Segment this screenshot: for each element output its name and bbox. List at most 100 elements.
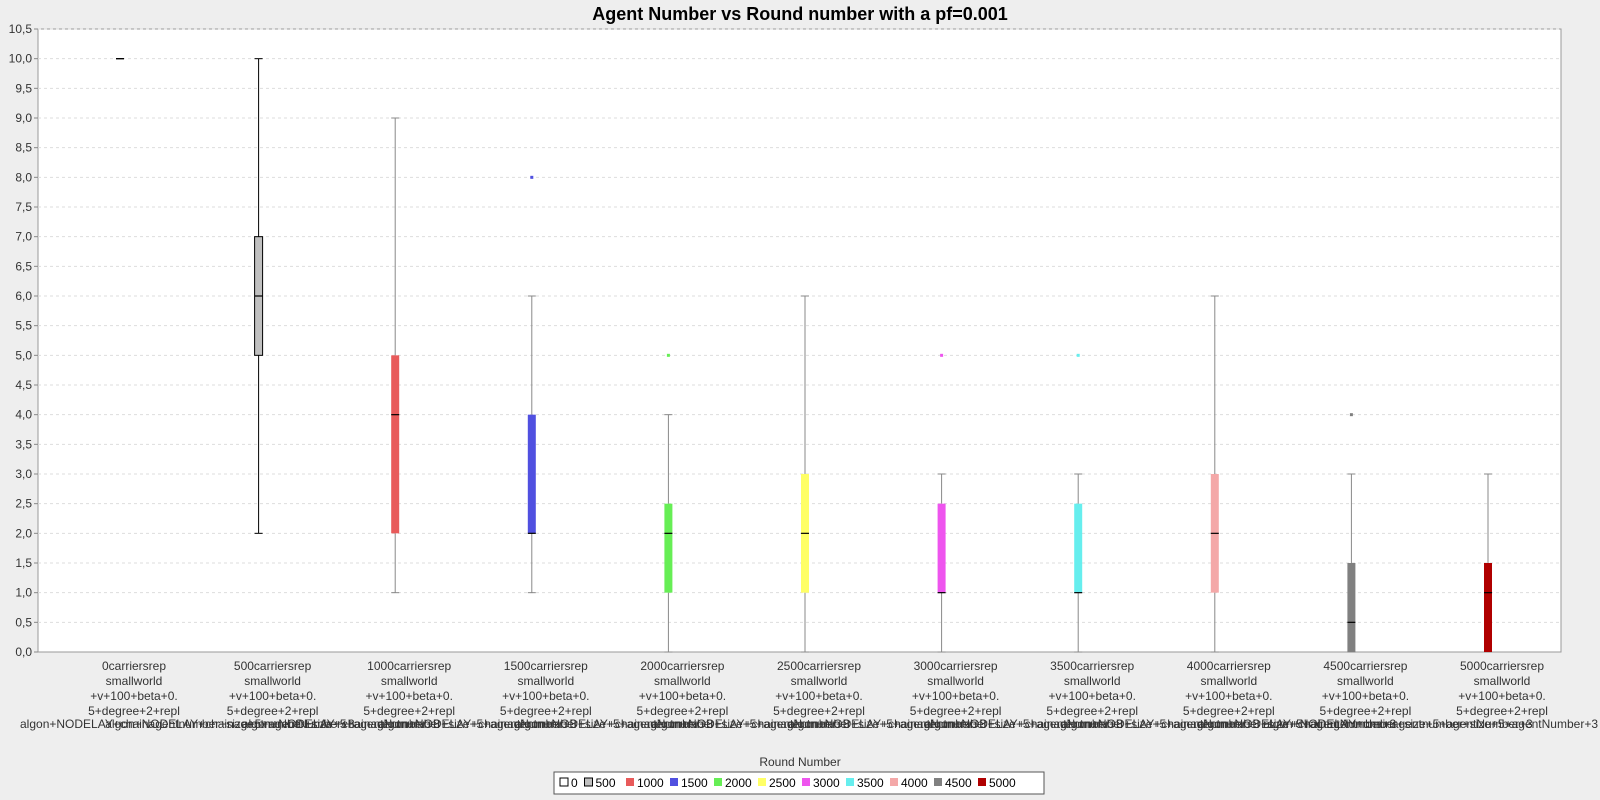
category-line-long: algon+NODELAY+chainagentnumber+size+5+ag… xyxy=(378,717,713,731)
category-label: 3000carriersrep smallworld +v+100+beta+0. 5… xyxy=(910,659,1002,718)
legend-item-3000: 3000 xyxy=(802,776,840,790)
legend-item-2000: 2000 xyxy=(714,776,752,790)
legend-swatch xyxy=(714,778,722,786)
box-3500 xyxy=(1074,353,1083,653)
legend-label: 1500 xyxy=(681,776,708,790)
box-iqr xyxy=(1347,563,1356,652)
y-tick-label: 3,5 xyxy=(15,437,32,451)
y-tick-label: 5,5 xyxy=(15,319,32,333)
legend-label: 1000 xyxy=(637,776,664,790)
box-iqr xyxy=(937,503,946,593)
category-line: 5+degree+2+repl xyxy=(910,704,1002,718)
y-tick-label: 3,0 xyxy=(15,467,32,481)
category-line-long: algon+NODELAY+chainagentnumber+size+5+ag… xyxy=(652,717,987,731)
y-tick-label: 4,0 xyxy=(15,408,32,422)
y-tick-label: 10,5 xyxy=(9,22,33,36)
category-label: 3500carriersrep smallworld +v+100+beta+0. 5… xyxy=(1046,659,1138,718)
category-line: +v+100+beta+0. xyxy=(1458,689,1545,703)
category-label: 0carriersrep smallworld +v+100+beta+0. 5+de… xyxy=(88,659,180,718)
y-tick-label: 6,0 xyxy=(15,289,32,303)
outlier-point xyxy=(530,175,534,179)
box-5000 xyxy=(1484,473,1492,653)
y-tick-label: 0,0 xyxy=(15,645,32,659)
chart-title: Agent Number vs Round number with a pf=0… xyxy=(592,4,1008,24)
category-line: 4000carriersrep xyxy=(1187,659,1271,673)
category-line-long: algon+NODELAY+chainagentnumber+size+5+ag… xyxy=(925,717,1260,731)
y-tick-label: 2,5 xyxy=(15,497,32,511)
category-line: +v+100+beta+0. xyxy=(229,689,316,703)
legend-swatch xyxy=(626,778,634,786)
box-iqr xyxy=(527,414,536,534)
category-line: +v+100+beta+0. xyxy=(775,689,862,703)
legend-label: 0 xyxy=(571,776,578,790)
y-tick-label: 1,0 xyxy=(15,586,32,600)
category-line-long: algon+NODELAY+chainagentnumber+size+5+ag… xyxy=(1061,717,1396,731)
category-line: smallworld xyxy=(791,674,848,688)
y-tick-label: 7,0 xyxy=(15,230,32,244)
legend-item-4000: 4000 xyxy=(890,776,928,790)
category-line: 2500carriersrep xyxy=(777,659,861,673)
category-line: smallworld xyxy=(1200,674,1257,688)
y-tick-label: 10,0 xyxy=(9,52,33,66)
category-line: 5+degree+2+repl xyxy=(637,704,729,718)
legend-swatch xyxy=(559,777,569,787)
category-line: +v+100+beta+0. xyxy=(912,689,999,703)
legend-swatch xyxy=(670,778,678,786)
box-2000 xyxy=(664,353,673,653)
legend-swatch xyxy=(890,778,898,786)
y-tick-label: 6,5 xyxy=(15,259,32,273)
category-line: smallworld xyxy=(654,674,711,688)
y-tick-label: 1,5 xyxy=(15,556,32,570)
category-line: 4500carriersrep xyxy=(1323,659,1407,673)
category-label: 2500carriersrep smallworld +v+100+beta+0. 5… xyxy=(773,659,865,718)
legend-item-2500: 2500 xyxy=(758,776,796,790)
legend: 0 500 1000 1500 2000 2500 3000 3500 4000 4500 5000 xyxy=(553,771,1045,795)
category-line: 5+degree+2+repl xyxy=(363,704,455,718)
y-tick-label: 5,0 xyxy=(15,348,32,362)
legend-label: 3000 xyxy=(813,776,840,790)
legend-label: 500 xyxy=(596,776,616,790)
y-tick-label: 2,0 xyxy=(15,526,32,540)
category-line-long: algon+NODELAY+chainagentnumber+size+5+ag… xyxy=(515,717,850,731)
category-line: +v+100+beta+0. xyxy=(1185,689,1272,703)
category-line: +v+100+beta+0. xyxy=(1048,689,1135,703)
x-axis-label: Round Number xyxy=(759,755,840,769)
category-line: 3000carriersrep xyxy=(914,659,998,673)
category-line: smallworld xyxy=(1474,674,1531,688)
category-line: +v+100+beta+0. xyxy=(639,689,726,703)
legend-label: 2000 xyxy=(725,776,752,790)
category-line-long: algon+NODELAY+chainagentnumber+size+5+ag… xyxy=(788,717,1123,731)
category-line: smallworld xyxy=(1064,674,1121,688)
category-label: 2000carriersrep smallworld +v+100+beta+0. 5… xyxy=(637,659,729,718)
legend-item-3500: 3500 xyxy=(846,776,884,790)
category-label: 500carriersrep smallworld +v+100+beta+0. 5+… xyxy=(227,659,319,718)
category-line: 5000carriersrep xyxy=(1460,659,1544,673)
category-line: smallworld xyxy=(244,674,301,688)
legend-box xyxy=(553,771,1045,795)
y-tick-label: 9,5 xyxy=(15,81,32,95)
category-line: 5+degree+2+repl xyxy=(1320,704,1412,718)
y-tick-label: 4,5 xyxy=(15,378,32,392)
category-line-long: algon+NODELAY+chainagentnumber+size+5+ag… xyxy=(105,717,440,731)
category-line: +v+100+beta+0. xyxy=(502,689,589,703)
legend-swatch xyxy=(802,778,810,786)
category-line-long: algon+NODELAY+chainagentnumber+size+5+ag… xyxy=(20,717,355,731)
box-2500 xyxy=(801,295,809,653)
category-line: smallworld xyxy=(517,674,574,688)
category-line: 5+degree+2+repl xyxy=(227,704,319,718)
category-line: 3500carriersrep xyxy=(1050,659,1134,673)
plot-area xyxy=(37,28,1562,653)
y-tick-label: 0,5 xyxy=(15,615,32,629)
category-line: +v+100+beta+0. xyxy=(1322,689,1409,703)
boxes xyxy=(116,58,1492,653)
category-line: 5+degree+2+repl xyxy=(500,704,592,718)
category-line: 5+degree+2+repl xyxy=(1456,704,1548,718)
legend-item-0: 0 xyxy=(559,776,578,790)
y-tick-label: 8,5 xyxy=(15,141,32,155)
box-1000 xyxy=(391,117,400,594)
legend-item-500: 500 xyxy=(584,776,616,790)
legend-swatch xyxy=(846,778,854,786)
box-iqr xyxy=(1484,563,1492,652)
box-500 xyxy=(254,58,264,534)
